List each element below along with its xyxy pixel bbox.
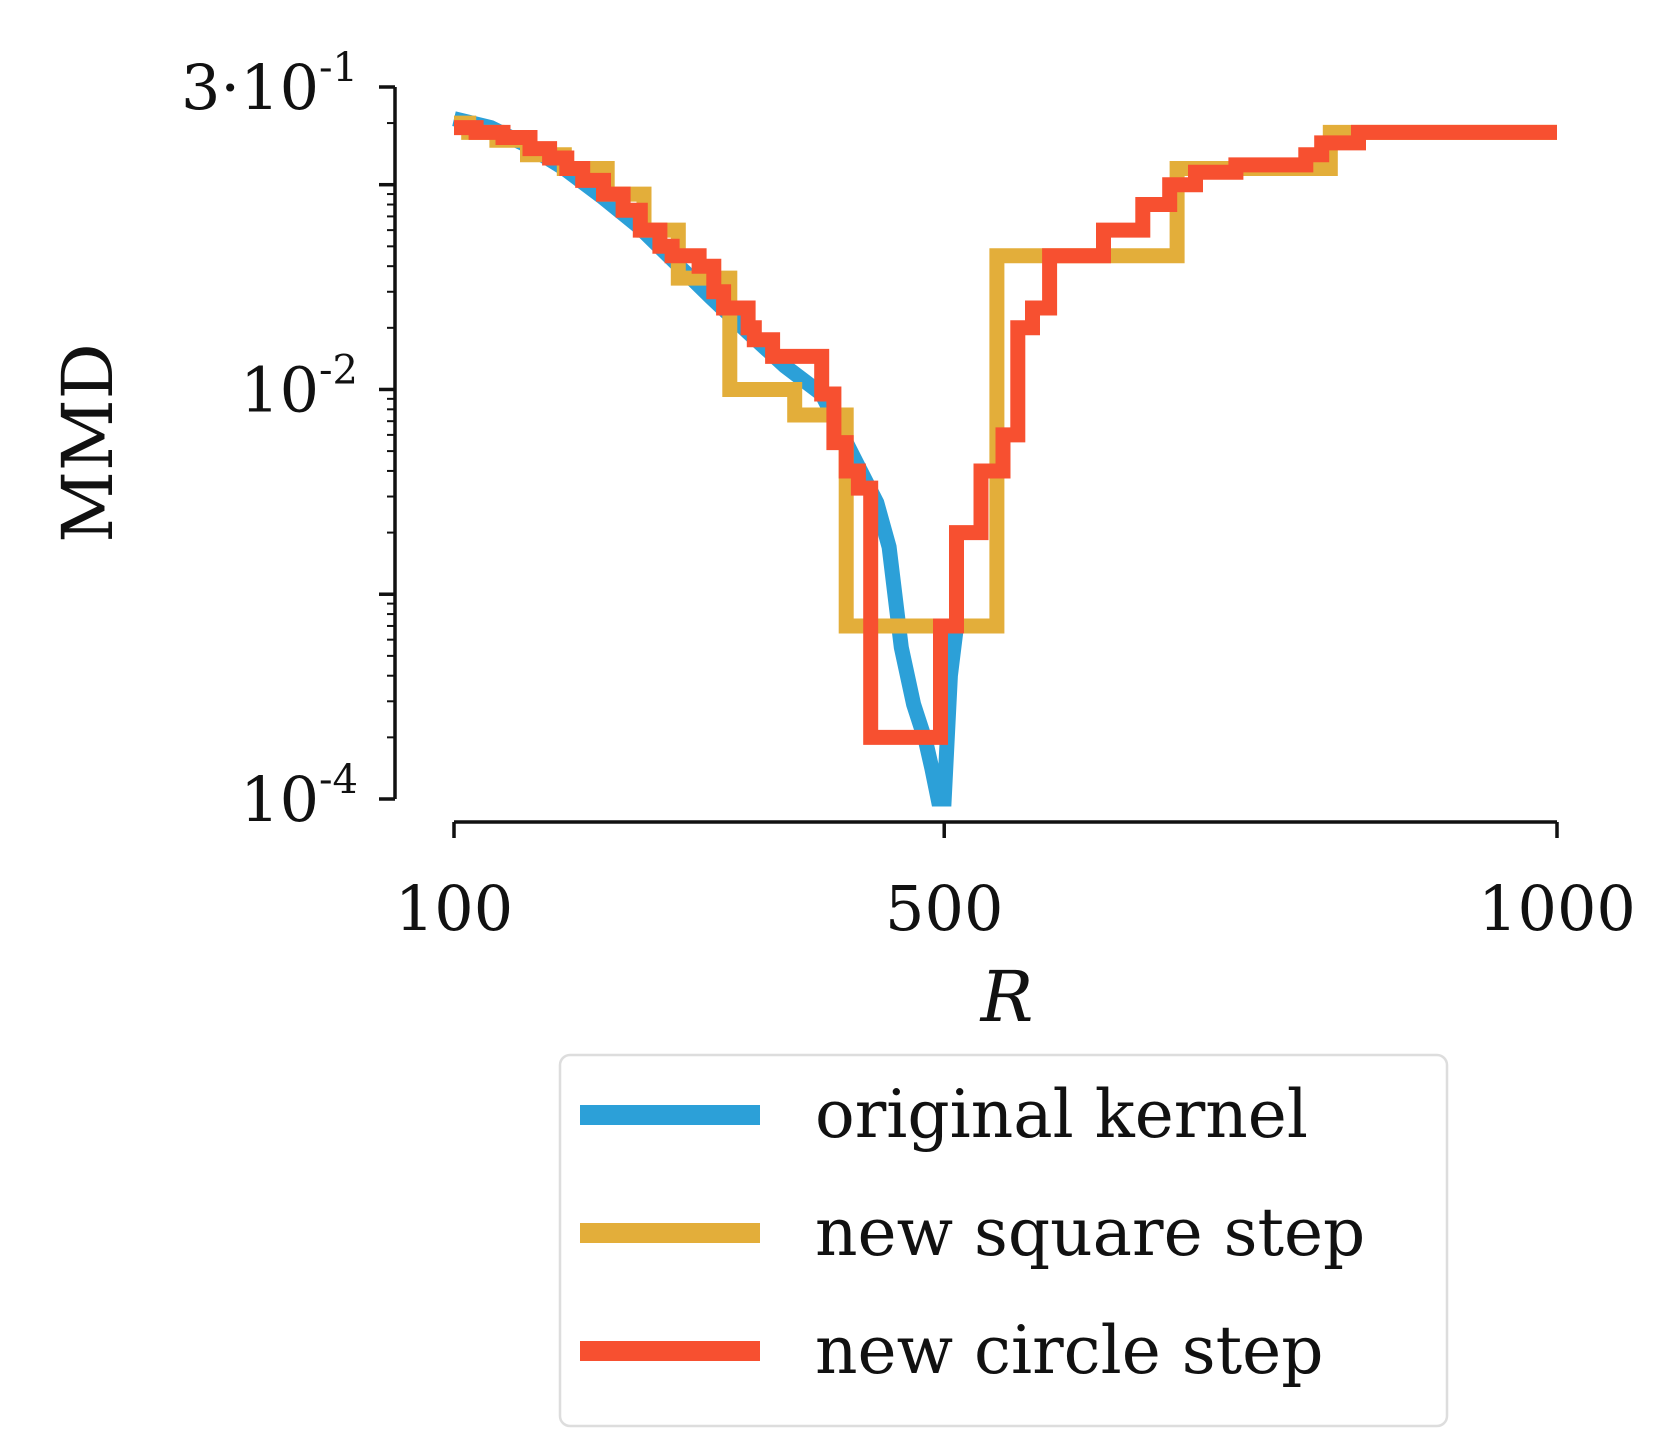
y-tick-exponent: -4 bbox=[319, 757, 358, 803]
series-line-3 bbox=[454, 120, 1557, 745]
x-tick-label: 1000 bbox=[1478, 872, 1636, 945]
y-tick-exponent: -2 bbox=[319, 347, 358, 393]
x-tick-label: 100 bbox=[395, 872, 513, 945]
y-axis-label: MMD bbox=[47, 343, 129, 542]
x-axis: 100 500 1000 bbox=[395, 820, 1636, 945]
y-axis: 3·10-110-210-4 bbox=[181, 45, 397, 836]
legend-label: new circle step bbox=[815, 1312, 1323, 1389]
y-tick-label: 10-4 bbox=[240, 757, 358, 836]
y-tick-base: 10 bbox=[240, 353, 319, 426]
x-tick-label: 500 bbox=[885, 872, 1003, 945]
plot-series bbox=[452, 111, 1557, 807]
y-tick-label: 10-2 bbox=[240, 347, 358, 426]
y-tick-base: 10 bbox=[240, 763, 319, 836]
series-line-1 bbox=[452, 111, 969, 807]
legend-label: new square step bbox=[815, 1194, 1365, 1271]
y-tick-base: 3·10 bbox=[181, 51, 319, 124]
legend: original kernel new square step new circle… bbox=[558, 1053, 1449, 1428]
legend-label: original kernel bbox=[815, 1076, 1308, 1153]
legend-frame bbox=[558, 1053, 1449, 1428]
y-tick-label: 3·10-1 bbox=[181, 45, 358, 124]
y-tick-exponent: -1 bbox=[319, 45, 358, 91]
x-axis-label: R bbox=[979, 956, 1034, 1038]
